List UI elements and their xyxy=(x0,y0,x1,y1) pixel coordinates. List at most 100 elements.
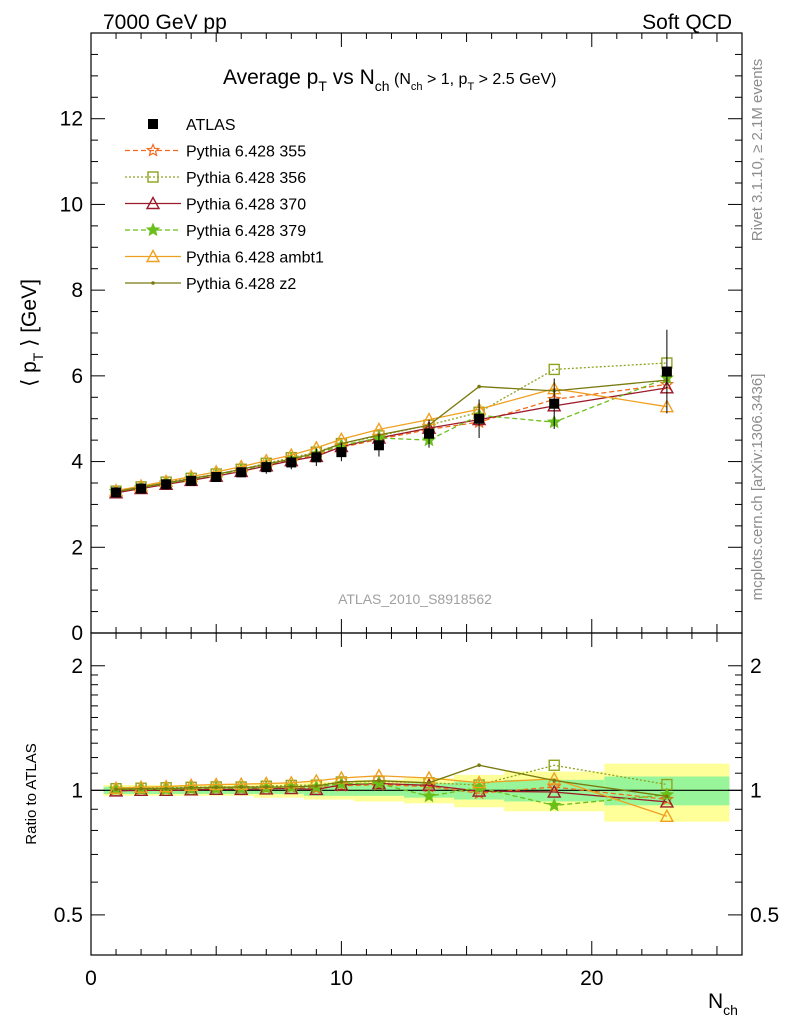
y-tick-label: 2 xyxy=(71,536,83,559)
ratio-point-z2 xyxy=(314,784,319,788)
atlas-data-point xyxy=(549,398,560,409)
atlas-data-point xyxy=(261,462,272,473)
rivet-version-label: Rivet 3.1.10, ≥ 2.1M events xyxy=(749,59,766,242)
atlas-data-point xyxy=(424,428,435,439)
ratio-point-z2 xyxy=(164,786,168,791)
ratio-point-z2 xyxy=(189,786,193,790)
header-left: 7000 GeV pp xyxy=(103,11,227,34)
ratio-point-p355 xyxy=(547,779,562,794)
ratio-tick-label: 2 xyxy=(71,655,83,678)
ratio-panel-frame xyxy=(90,632,743,956)
atlas-data-point xyxy=(236,467,247,478)
ratio-point-z2 xyxy=(114,787,118,792)
atlas-data-point xyxy=(186,475,197,486)
legend-marker-p356 xyxy=(147,171,159,183)
ratio-point-z2 xyxy=(214,785,218,790)
legend-label-p370: Pythia 6.428 370 xyxy=(186,197,306,214)
atlas-data-point xyxy=(661,366,672,377)
legend-marker-ambt1 xyxy=(145,249,161,263)
legend-entry-p355: Pythia 6.428 355 xyxy=(125,142,306,161)
ratio-point-z2 xyxy=(239,785,244,789)
y-tick-label: 0 xyxy=(71,622,83,645)
legend-marker-z2 xyxy=(151,281,155,285)
legend-entry-p379: Pythia 6.428 379 xyxy=(125,222,306,240)
legend-label-ambt1: Pythia 6.428 ambt1 xyxy=(186,250,324,267)
ratio-point-ambt1 xyxy=(547,771,562,785)
main-panel-series xyxy=(108,329,675,499)
ratio-point-z2 xyxy=(665,794,669,799)
y-tick-label: 4 xyxy=(71,451,83,474)
ratio-point-ambt1 xyxy=(471,775,487,789)
legend-label-p355: Pythia 6.428 355 xyxy=(186,144,306,161)
x-tick-label: 10 xyxy=(330,967,353,990)
ratio-point-p356 xyxy=(548,759,560,771)
x-tick-label: 0 xyxy=(85,967,97,990)
series-point-p356 xyxy=(548,363,560,376)
analysis-id-label: ATLAS_2010_S8918562 xyxy=(338,591,492,607)
ratio-point-p379 xyxy=(547,797,562,812)
ratio-point-ambt1 xyxy=(209,777,224,791)
ratio-point-ambt1 xyxy=(659,808,675,822)
legend-entry-atlas: ATLAS xyxy=(148,117,236,134)
ratio-point-p379 xyxy=(421,788,437,803)
ratio-point-ambt1 xyxy=(183,777,199,792)
ratio-panel-series xyxy=(108,759,675,822)
ratio-line-ambt1 xyxy=(115,775,668,817)
ratio-point-z2 xyxy=(427,780,431,785)
ratio-point-z2 xyxy=(477,763,481,768)
ratio-y-axis-label: Ratio to ATLAS xyxy=(23,743,40,844)
ratio-point-ambt1 xyxy=(158,779,174,793)
atlas-data-point xyxy=(286,457,297,468)
ratio-point-ambt1 xyxy=(108,780,124,794)
mcplots-label: mcplots.cern.ch [arXiv:1306.3436] xyxy=(749,374,766,601)
chart-title: Average pT vs Nch (Nch > 1, pT > 2.5 GeV… xyxy=(223,66,556,94)
legend: ATLAS Pythia 6.428 355 Pythia 6.428 356 Pyt… xyxy=(125,117,324,293)
y-tick-label: 8 xyxy=(71,279,83,302)
legend-label-atlas: ATLAS xyxy=(186,117,236,134)
series-line-ambt1 xyxy=(115,388,668,492)
legend-entry-p356: Pythia 6.428 356 xyxy=(125,170,306,187)
legend-entry-ambt1: Pythia 6.428 ambt1 xyxy=(125,249,324,267)
ratio-point-z2 xyxy=(264,785,269,789)
legend-entry-z2: Pythia 6.428 z2 xyxy=(125,276,296,293)
atlas-data-point xyxy=(373,440,384,451)
header-right: Soft QCD xyxy=(642,11,732,34)
ratio-point-p370 xyxy=(659,794,675,808)
atlas-data-point xyxy=(311,452,322,463)
legend-marker-atlas xyxy=(148,119,158,129)
legend-marker-p379 xyxy=(145,222,161,237)
legend-label-p356: Pythia 6.428 356 xyxy=(186,170,306,187)
ratio-point-p370 xyxy=(547,784,562,798)
ratio-tick-label: 1 xyxy=(71,779,83,802)
series-point-z2 xyxy=(477,384,481,389)
legend-label-z2: Pythia 6.428 z2 xyxy=(186,276,296,293)
ratio-point-ambt1 xyxy=(133,779,149,793)
legend-entry-p370: Pythia 6.428 370 xyxy=(125,196,306,214)
y-tick-label: 6 xyxy=(71,365,83,388)
atlas-data-point xyxy=(161,479,172,490)
x-axis-label: Nch xyxy=(708,990,738,1018)
legend-marker-p355 xyxy=(145,142,161,157)
ratio-tick-label: 0.5 xyxy=(54,904,83,927)
ratio-tick-label: 1 xyxy=(750,779,762,802)
ratio-tick-label: 2 xyxy=(750,655,762,678)
ratio-point-z2 xyxy=(552,778,557,783)
y-axis-label: ⟨ pT ⟩ [GeV] xyxy=(18,279,46,387)
atlas-data-point xyxy=(474,413,485,424)
legend-label-p379: Pythia 6.428 379 xyxy=(186,223,306,240)
y-tick-label: 10 xyxy=(60,193,83,216)
ratio-point-z2 xyxy=(377,778,381,783)
ratio-point-p355 xyxy=(659,791,675,806)
y-tick-label: 12 xyxy=(60,108,83,131)
ratio-point-z2 xyxy=(339,780,344,784)
ratio-point-ambt1 xyxy=(234,776,249,790)
ratio-tick-label: 0.5 xyxy=(750,904,779,927)
atlas-data-point xyxy=(336,447,347,458)
x-tick-label: 20 xyxy=(580,967,603,990)
ratio-point-z2 xyxy=(289,784,294,789)
atlas-data-point xyxy=(111,487,122,498)
legend-marker-p370 xyxy=(145,196,161,210)
atlas-data-point xyxy=(136,483,147,494)
